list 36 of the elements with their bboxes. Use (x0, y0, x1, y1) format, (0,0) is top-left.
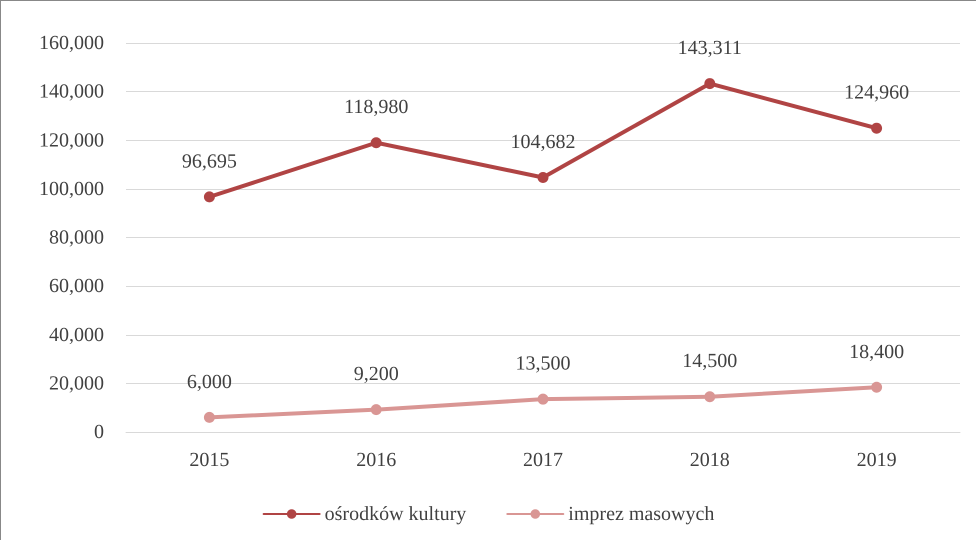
point (704, 78, 716, 90)
point (370, 404, 382, 416)
legend-label: ośrodków kultury (324, 503, 466, 525)
data-label: 14,500 (682, 350, 738, 372)
data-label: 104,682 (510, 130, 576, 153)
point (704, 391, 716, 402)
y-tick-label: 80,000 (49, 226, 104, 248)
point (204, 191, 215, 202)
x-tick-label: 2018 (690, 449, 730, 471)
y-tick-label: 140,000 (39, 80, 104, 103)
data-label: 118,980 (344, 96, 408, 118)
data-label: 96,695 (182, 150, 237, 172)
data-label: 13,500 (516, 352, 570, 375)
x-tick-label: 2015 (189, 449, 230, 471)
y-tick-label: 100,000 (39, 178, 104, 200)
data-label: 18,400 (849, 340, 904, 363)
data-label: 124,960 (844, 82, 910, 104)
x-tick-label: 2017 (523, 449, 563, 471)
y-tick-label: 120,000 (39, 129, 104, 152)
y-tick-label: 40,000 (49, 324, 104, 346)
data-label: 143,311 (678, 37, 742, 60)
point (538, 172, 548, 183)
y-tick-label: 160,000 (39, 32, 104, 54)
x-tick-label: 2016 (356, 449, 396, 471)
y-tick-label: 20,000 (49, 372, 104, 394)
point (538, 394, 548, 405)
y-tick-label: 60,000 (49, 275, 104, 298)
data-label: 6,000 (186, 370, 232, 393)
x-tick-label: 2019 (856, 449, 897, 471)
point (370, 137, 382, 148)
legend-label: imprez masowych (568, 503, 714, 525)
point (204, 412, 215, 423)
data-label: 9,200 (354, 363, 399, 386)
y-tick-label: 0 (94, 421, 104, 443)
point (871, 122, 882, 134)
point (871, 382, 882, 393)
